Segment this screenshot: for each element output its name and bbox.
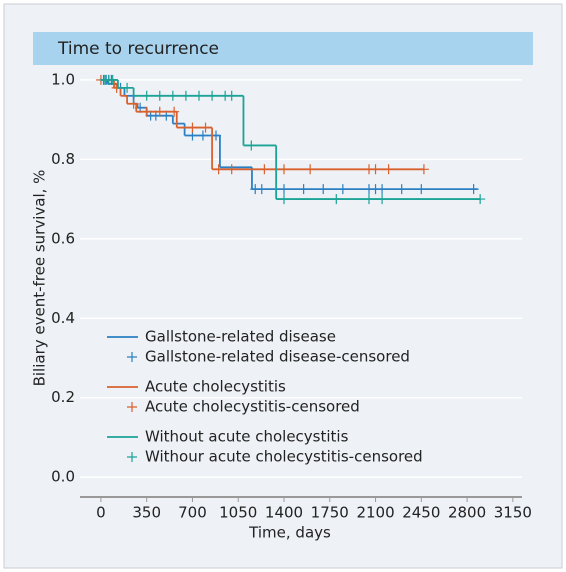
censor-mark (122, 82, 133, 93)
censor-mark (305, 164, 316, 175)
censor-mark (213, 164, 224, 175)
censor-mark (279, 184, 289, 195)
legend-label: Without acute cholecystitis (145, 428, 349, 446)
x-tick-label: 2800 (448, 504, 486, 522)
censor-mark (279, 194, 289, 205)
censor-mark (141, 90, 152, 101)
censor-mark (475, 194, 486, 205)
censor-mark (194, 90, 204, 101)
censor-mark (128, 98, 139, 109)
legend-label: Acute cholecystitis-censored (145, 398, 360, 416)
censor-mark (331, 194, 342, 205)
censor-mark (396, 184, 407, 195)
x-axis-label: Time, days (248, 524, 331, 542)
censor-mark (167, 90, 178, 101)
x-tick-label: 2450 (402, 504, 440, 522)
censor-mark (180, 90, 191, 101)
x-tick-label: 1750 (311, 504, 349, 522)
censor-mark (337, 184, 348, 195)
censor-mark (377, 184, 388, 195)
censor-mark (370, 164, 381, 175)
legend-symbol (127, 402, 137, 412)
x-tick-label: 3150 (494, 504, 532, 522)
censor-mark (226, 164, 237, 175)
censor-mark (298, 184, 309, 195)
x-tick-label: 350 (132, 504, 161, 522)
chart-title: Time to recurrence (57, 39, 219, 59)
censor-mark (259, 164, 270, 175)
censor-mark (377, 194, 388, 205)
x-tick-label: 700 (178, 504, 207, 522)
censor-mark (207, 90, 218, 101)
x-tick-label: 0 (96, 504, 106, 522)
censor-mark (279, 164, 289, 175)
title-bar (33, 32, 533, 65)
censor-mark (416, 184, 427, 195)
censor-mark (154, 106, 165, 117)
censor-mark (187, 122, 198, 133)
legend-symbol (127, 452, 137, 462)
legend-symbol (127, 352, 137, 362)
y-tick-label: 1.0 (51, 70, 75, 88)
y-tick-label: 0.6 (51, 229, 75, 247)
censor-mark (418, 164, 429, 175)
censor-mark (226, 90, 237, 101)
censor-mark (318, 184, 329, 195)
y-axis-label: Biliary event-free survival, % (31, 170, 49, 387)
censor-mark (200, 122, 211, 133)
legend-label: Withour acute cholecystitis-censored (145, 448, 423, 466)
y-tick-label: 0.4 (51, 309, 75, 327)
y-tick-label: 0.0 (51, 468, 75, 486)
censor-mark (246, 140, 257, 151)
y-tick-label: 0.8 (51, 150, 75, 168)
x-tick-label: 2100 (356, 504, 394, 522)
censor-mark (154, 90, 165, 101)
censor-mark (468, 184, 479, 195)
censor-mark (383, 164, 394, 175)
x-tick-label: 1400 (265, 504, 303, 522)
censor-mark (197, 130, 208, 141)
censor-mark (107, 74, 118, 85)
censor-mark (169, 106, 180, 117)
censor-mark (141, 106, 152, 117)
legend-label: Acute cholecystitis (145, 378, 286, 396)
x-tick-label: 1050 (219, 504, 257, 522)
panel (3, 3, 563, 569)
legend-label: Gallstone-related disease-censored (145, 348, 410, 366)
censor-mark (256, 184, 267, 195)
censor-mark (364, 194, 374, 205)
legend-label: Gallstone-related disease (145, 328, 336, 346)
y-tick-label: 0.2 (51, 388, 75, 406)
